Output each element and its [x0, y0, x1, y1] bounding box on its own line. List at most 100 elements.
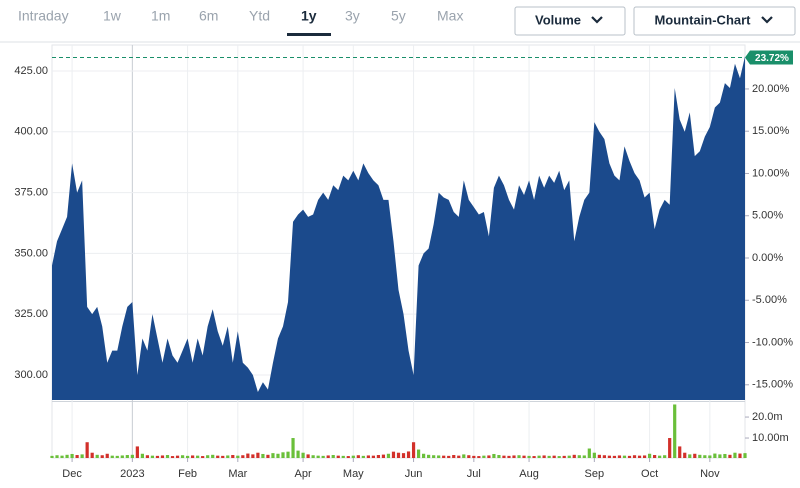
volume-bar: [301, 452, 305, 458]
volume-bar: [291, 438, 295, 458]
volume-bar: [582, 455, 586, 458]
volume-bar: [236, 455, 240, 458]
x-tick-label: Dec: [62, 468, 82, 480]
volume-bar: [607, 455, 612, 458]
y2-tick-label: 15.00%: [752, 125, 790, 137]
x-tick-label: Nov: [700, 468, 720, 480]
range-button[interactable]: 1m: [151, 8, 170, 24]
volume-bar: [115, 455, 119, 458]
volume-bar: [406, 451, 411, 458]
volume-bar: [547, 455, 551, 458]
volume-bar: [542, 455, 546, 458]
volume-bar: [632, 455, 637, 458]
x-tick-label: Feb: [178, 468, 197, 480]
x-tick-label: Jun: [405, 468, 423, 480]
range-button[interactable]: 3y: [345, 8, 360, 24]
volume-bar: [743, 453, 747, 458]
volume-bar: [321, 455, 325, 458]
volume-bar: [447, 455, 451, 458]
volume-bar: [231, 455, 235, 458]
x-tick-label: Jul: [467, 468, 481, 480]
y2-tick-label: -5.00%: [752, 294, 787, 306]
volume-bar: [482, 455, 486, 458]
y2-tick-label: -15.00%: [752, 379, 793, 391]
dropdown[interactable]: Volume: [514, 6, 626, 36]
volume-bar: [331, 455, 335, 458]
range-button[interactable]: Intraday: [18, 8, 69, 24]
volume-bar: [422, 453, 426, 458]
dropdown-box: [514, 6, 626, 36]
volume-bar: [738, 453, 742, 458]
volume-bar: [80, 454, 84, 458]
range-button[interactable]: Ytd: [249, 8, 270, 24]
volume-bar: [105, 453, 109, 458]
volume-bar: [160, 455, 165, 458]
range-button[interactable]: 6m: [199, 8, 218, 24]
volume-bar: [517, 455, 521, 458]
y-tick-label: 350.00: [14, 247, 48, 259]
dropdown[interactable]: Mountain-Chart: [633, 6, 796, 36]
volume-bar: [612, 455, 617, 458]
volume-bar: [286, 451, 290, 458]
volume-bar: [678, 446, 682, 458]
volume-bar: [562, 455, 566, 458]
volume-bar: [296, 450, 300, 458]
volume-bar: [733, 452, 737, 458]
range-button[interactable]: Max: [437, 8, 463, 24]
volume-bar: [401, 453, 406, 458]
volume-bar: [221, 455, 225, 458]
volume-bar: [492, 453, 496, 458]
volume-bar: [366, 455, 370, 458]
volume-bar: [472, 455, 476, 458]
y-tick-label: 375.00: [14, 186, 48, 198]
volume-bar: [668, 438, 672, 458]
volume-bar: [577, 455, 581, 458]
volume-bar: [276, 453, 280, 458]
x-tick-label: May: [343, 468, 364, 480]
volume-bar: [261, 453, 265, 458]
volume-bar: [627, 455, 632, 458]
volume-bar: [351, 455, 355, 458]
y-tick-label: 400.00: [14, 126, 48, 138]
volume-bar: [70, 453, 74, 458]
volume-bar: [266, 454, 270, 458]
volume-bar: [708, 455, 712, 458]
volume-bar: [341, 455, 345, 458]
volume-bar: [145, 455, 150, 458]
volume-bar: [642, 455, 647, 458]
volume-bar: [206, 455, 210, 458]
y2-tick-label: 5.00%: [752, 210, 783, 222]
range-button[interactable]: 5y: [391, 8, 406, 24]
volume-bar: [361, 455, 365, 458]
annotation-badge: [745, 50, 793, 65]
volume-bar: [617, 455, 622, 458]
volume-bar: [703, 455, 707, 458]
volume-bar: [723, 453, 727, 458]
volume-bar: [522, 455, 526, 458]
volume-bar: [201, 456, 205, 458]
volume-bar: [502, 455, 506, 458]
y-tick-label: 325.00: [14, 308, 48, 320]
range-button[interactable]: 1y: [301, 8, 317, 24]
volume-bar: [246, 453, 250, 458]
volume-bar: [326, 455, 330, 458]
volume-bar: [95, 454, 99, 458]
x-tick-label: Oct: [641, 468, 658, 480]
volume-bar: [587, 448, 591, 458]
volume-bar: [572, 454, 576, 458]
plot: Dec 2023 Feb Mar Apr May Jun Jul Aug Sep Oct Nov 300…: [14, 44, 793, 480]
volume-bar: [120, 455, 124, 458]
range-button[interactable]: 1w: [103, 8, 122, 24]
volume-bar: [637, 455, 642, 458]
volume-bar: [155, 455, 160, 458]
toolbar: Intraday 1w 1m 6m Ytd 1y 3y 5y Max Volume Mountain…: [18, 6, 796, 36]
volume-bar: [211, 454, 215, 458]
volume-bar: [75, 455, 79, 458]
volume-bar: [683, 452, 687, 458]
annotation-label: 23.72%: [755, 53, 789, 64]
x-tick-label: Apr: [295, 468, 312, 480]
volume-bar: [50, 455, 54, 458]
volume-bar: [376, 455, 381, 458]
volume-bar: [55, 455, 59, 458]
y-tick-label: 300.00: [14, 369, 48, 381]
